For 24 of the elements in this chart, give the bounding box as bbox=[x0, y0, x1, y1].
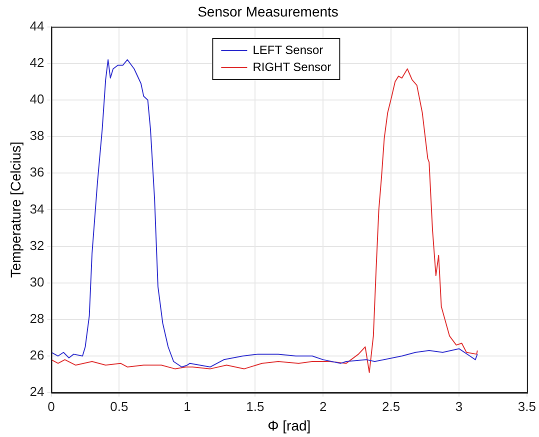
x-tick-label: 0.5 bbox=[110, 398, 128, 414]
y-axis-title: Temperature [Celcius] bbox=[7, 142, 24, 278]
y-tick-label: 30 bbox=[30, 274, 44, 290]
y-tick-label: 40 bbox=[30, 92, 44, 107]
x-tick-label: 2 bbox=[319, 398, 327, 414]
x-tick-label: 0 bbox=[48, 398, 55, 414]
x-axis-title: Φ [rad] bbox=[268, 417, 311, 434]
x-tick-label: 3 bbox=[455, 398, 463, 414]
chart-title: Sensor Measurements bbox=[198, 3, 338, 20]
x-tick-label: 1 bbox=[184, 398, 191, 414]
x-tick-label: 2.5 bbox=[382, 398, 400, 414]
y-tick-label: 26 bbox=[30, 348, 44, 363]
y-tick-label: 34 bbox=[30, 201, 44, 216]
x-tick-label: 3.5 bbox=[518, 398, 536, 414]
y-tick-label: 36 bbox=[30, 164, 44, 180]
legend-label: RIGHT Sensor bbox=[252, 59, 332, 76]
y-tick-label: 28 bbox=[30, 311, 44, 326]
x-tick-label: 1.5 bbox=[246, 398, 264, 414]
legend-label: LEFT Sensor bbox=[252, 42, 324, 59]
y-tick-label: 42 bbox=[30, 54, 44, 70]
y-tick-label: 24 bbox=[30, 384, 44, 400]
y-tick-label: 32 bbox=[30, 238, 44, 253]
y-tick-label: 44 bbox=[30, 18, 44, 34]
y-tick-label: 38 bbox=[30, 128, 44, 144]
